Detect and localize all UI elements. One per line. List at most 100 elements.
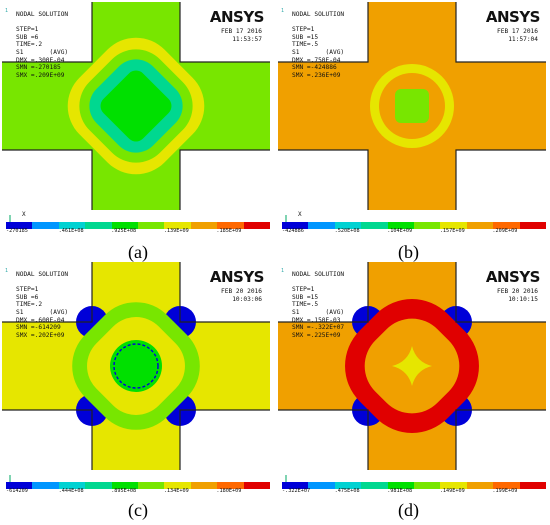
solution-info: 1 NODAL SOLUTION STEP=1 SUB =15 TIME=.5 S1 (… <box>281 268 345 339</box>
solution-info-line: DMX =.300E-04 <box>16 56 65 64</box>
stress-core-dashed-ring <box>113 343 159 389</box>
legend-tick-label: -270185 <box>6 228 28 232</box>
axis-triad-icon: X <box>284 210 306 224</box>
panel-a: 1 NODAL SOLUTION STEP=1 SUB =6 TIME=.2 S1 (A… <box>2 2 270 232</box>
window-number: 1 <box>281 8 285 14</box>
solution-info-line: SMX =.209E+09 <box>16 71 65 79</box>
caption-b: (b) <box>398 242 419 262</box>
legend-tick-label: .134E+09 <box>163 488 189 492</box>
legend-swatch <box>334 222 362 229</box>
legend-swatch <box>519 222 546 229</box>
legend-tick-label: .475E+08 <box>334 488 360 492</box>
specimen-outline <box>2 2 270 210</box>
legend-swatch <box>6 222 33 229</box>
solution-info-line <box>292 279 344 287</box>
legend-swatch <box>493 482 520 489</box>
solution-info-line: SMX =.225E+09 <box>292 331 341 339</box>
stress-contour-plot <box>2 2 270 210</box>
legend-swatch <box>32 222 59 229</box>
solution-info-line: S1 (AVG) <box>292 308 345 316</box>
solution-info-line: NODAL SOLUTION <box>292 271 345 278</box>
solution-info-line: SMN =-.322E+07 <box>292 324 345 332</box>
solution-info-line: SUB =15 <box>292 33 319 41</box>
contour-legend <box>6 482 270 489</box>
legend-swatch <box>387 222 415 229</box>
legend-swatch <box>466 222 494 229</box>
solution-info-line: SMX =.202E+09 <box>16 331 65 339</box>
solution-info-line <box>16 279 68 287</box>
legend-swatch <box>440 482 467 489</box>
solution-info-line <box>292 19 344 27</box>
legend-swatch <box>138 222 165 229</box>
timestamp: FEB 17 2016 11:57:04 <box>497 28 538 43</box>
timestamp: FEB 20 2016 10:10:15 <box>497 288 538 303</box>
legend-tick-label: -614209 <box>6 488 28 492</box>
legend-swatch <box>85 222 112 229</box>
solution-info-line: TIME=.5 <box>292 301 319 309</box>
timestamp-time: 10:10:15 <box>508 295 538 303</box>
legend-swatch <box>190 222 218 229</box>
stress-contour-plot <box>278 262 546 470</box>
legend-tick-label: .139E+09 <box>163 228 189 232</box>
specimen-outline <box>2 262 270 470</box>
legend-tick-label: .209E+09 <box>492 228 518 232</box>
legend-swatch <box>414 482 441 489</box>
panel-d: 1 NODAL SOLUTION STEP=1 SUB =15 TIME=.5 S1 (… <box>278 262 546 492</box>
legend-swatch <box>190 482 218 489</box>
solution-info-line: SMN =-614209 <box>16 324 61 332</box>
specimen-outline <box>278 262 546 470</box>
legend-tick-label: .185E+09 <box>216 228 242 232</box>
legend-ticks-top: -614209 .444E+08 .895E+08 .134E+09 .180E+09 <box>6 488 270 492</box>
legend-swatch <box>243 482 270 489</box>
solution-info-line: TIME=.2 <box>16 301 43 309</box>
legend-swatch <box>217 482 244 489</box>
solution-info-line: SUB =6 <box>16 33 39 41</box>
stress-core <box>110 340 162 392</box>
legend-ticks-top: -270185 .461E+08 .925E+08 .139E+09 .185E+09 <box>6 228 270 232</box>
solution-info-line: NODAL SOLUTION <box>16 271 69 278</box>
legend-swatch <box>58 482 86 489</box>
legend-swatch <box>414 222 441 229</box>
solution-info-line: TIME=.2 <box>16 41 43 49</box>
legend-tick-label: .895E+08 <box>111 488 137 492</box>
solution-info-line: STEP=1 <box>16 286 39 294</box>
ansys-logo: ANSYS <box>485 268 541 286</box>
solution-info: 1 NODAL SOLUTION STEP=1 SUB =15 TIME=.5 S1 (… <box>281 8 345 79</box>
contour-legend <box>6 222 270 229</box>
legend-swatch <box>6 482 33 489</box>
stress-core <box>100 70 172 142</box>
window-number: 1 <box>5 268 9 274</box>
solution-info-line: SMN =-424886 <box>292 64 337 72</box>
legend-tick-label: .444E+08 <box>58 488 84 492</box>
axis-label: X <box>22 211 26 218</box>
solution-info: 1 NODAL SOLUTION STEP=1 SUB =6 TIME=.2 S1 (A… <box>5 268 69 339</box>
legend-swatch <box>282 222 309 229</box>
caption-a: (a) <box>128 242 148 262</box>
legend-swatch <box>361 222 388 229</box>
timestamp: FEB 17 2016 11:53:57 <box>221 28 262 43</box>
solution-info: 1 NODAL SOLUTION STEP=1 SUB =6 TIME=.2 S1 (A… <box>5 8 69 79</box>
solution-info-line: DMX =.600E-04 <box>16 316 65 324</box>
legend-swatch <box>387 482 415 489</box>
legend-swatch <box>243 222 270 229</box>
legend-tick-label: .149E+09 <box>439 488 465 492</box>
solution-info-line: S1 (AVG) <box>16 308 69 316</box>
legend-swatch <box>361 482 388 489</box>
ansys-logo: ANSYS <box>485 8 541 26</box>
legend-swatch <box>519 482 546 489</box>
solution-info-line: NODAL SOLUTION <box>292 11 345 18</box>
legend-swatch <box>164 222 191 229</box>
solution-info-line: STEP=1 <box>16 26 39 34</box>
stress-core <box>392 346 432 386</box>
legend-tick-label: .461E+08 <box>58 228 84 232</box>
legend-tick-label: .104E+09 <box>387 228 413 232</box>
legend-swatch <box>440 222 467 229</box>
solution-info-line: NODAL SOLUTION <box>16 11 69 18</box>
legend-swatch <box>85 482 112 489</box>
legend-swatch <box>308 482 335 489</box>
solution-info-line: S1 (AVG) <box>16 48 69 56</box>
legend-tick-label: .925E+08 <box>111 228 137 232</box>
legend-swatch <box>493 222 520 229</box>
legend-tick-label: .981E+08 <box>387 488 413 492</box>
window-number: 1 <box>281 268 285 274</box>
